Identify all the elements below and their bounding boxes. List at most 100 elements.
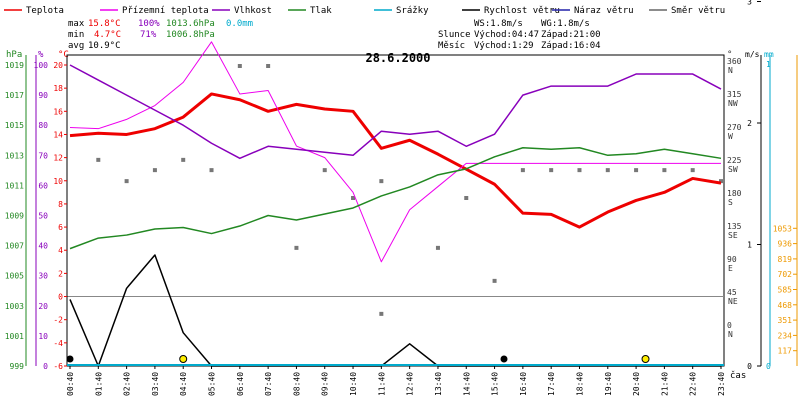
rain-tick-label: 0 [766, 362, 771, 371]
x-tick-label: 14:40 [462, 372, 471, 396]
info-sun-label: Slunce [438, 30, 471, 40]
info-ws: WS:1.8m/s [474, 19, 523, 29]
info-block: WS:1.8m/s WG:1.8m/s Slunce Východ:04:47 … [438, 19, 601, 51]
info-sunrise: Východ:04:47 [474, 30, 539, 40]
sun-tick-label: 468 [778, 301, 793, 310]
temp-tick-label: 18 [53, 84, 63, 93]
x-tick-label: 18:40 [575, 372, 584, 396]
wind-dir-tick-label: 225 [727, 156, 742, 165]
wind-speed-axis-unit: m/s [745, 50, 760, 59]
stats-max-press: 1013.6hPa [166, 19, 215, 29]
wind-dir-point [237, 64, 242, 68]
rain-tick-label: 1 [766, 60, 771, 69]
moon-marker [500, 355, 508, 363]
wind-dir-point [662, 168, 667, 173]
info-moonset: Západ:16:04 [541, 41, 601, 51]
x-axis: 00:40 01:40 02:40 03:40 04:40 05:40 06:40 07:40… [66, 366, 726, 396]
wind-dir-tick-label: 315 [727, 90, 742, 99]
x-tick-label: 16:40 [519, 372, 528, 396]
wind-dir-tick-name: N [728, 330, 733, 339]
wind-dir-tick-label: 0 [727, 321, 732, 330]
legend-label: Rychlost větru [484, 6, 560, 16]
x-tick-label: 12:40 [406, 372, 415, 396]
x-tick-label: 17:40 [547, 372, 556, 396]
temp-tick-label: 20 [53, 61, 63, 70]
humidity-tick-label: 90 [38, 91, 48, 100]
series-teplota [69, 92, 722, 229]
wind-dir-tick-name: N [728, 66, 733, 75]
info-wg: WG:1.8m/s [541, 19, 590, 29]
temp-tick-label: 6 [58, 223, 63, 232]
legend-label: Přízemní teplota [122, 6, 209, 16]
wind-dir-point [124, 179, 129, 184]
legend-label: Teplota [26, 6, 64, 16]
stats-max-rain: 0.0mm [226, 19, 253, 29]
temp-tick-label: -6 [53, 362, 63, 371]
x-tick-label: 03:40 [151, 372, 160, 396]
chart-title: 28.6.2000 [365, 51, 430, 65]
series-vlhkost [69, 64, 722, 160]
temp-tick-label: 16 [53, 107, 63, 116]
x-tick-label: 07:40 [264, 372, 273, 396]
info-sunset: Západ:21:00 [541, 30, 601, 40]
wind-dir-point [605, 168, 610, 173]
wind-dir-point [379, 179, 384, 184]
wind-dir-tick-name: NW [728, 99, 738, 108]
wind-dir-tick-name: NE [728, 297, 738, 306]
x-tick-label: 22:40 [689, 372, 698, 396]
temp-tick-label: -4 [53, 339, 63, 348]
temp-tick-label: 0 [58, 293, 63, 302]
wind-dir-point [577, 168, 582, 173]
wind-dir-point [181, 157, 186, 162]
info-moon-label: Měsíc [438, 41, 465, 51]
sun-tick-label: 117 [778, 347, 793, 356]
wind-dir-axis-unit: ° [727, 50, 732, 60]
wind-dir-point [435, 245, 440, 250]
pressure-tick-label: 1017 [5, 91, 24, 100]
humidity-tick-label: 60 [38, 181, 48, 190]
temp-tick-label: 12 [53, 154, 63, 163]
legend-label: Tlak [310, 6, 332, 16]
wind-dir-point [96, 157, 101, 162]
left-axes: -6 -4 -2 0 2 4 6 8 10 12 14 16 18 20 0 10 20 30 40 50 60 70 80… [5, 55, 68, 371]
x-tick-label: 01:40 [94, 372, 103, 396]
wind-dir-tick-name: S [728, 198, 733, 207]
wind-speed-tick-label: 2 [747, 119, 752, 128]
humidity-tick-label: 20 [38, 302, 48, 311]
series-p-zemn-teplota [69, 41, 721, 263]
humidity-tick-label: 80 [38, 121, 48, 130]
stats-min-label: min [68, 30, 84, 40]
wind-dir-tick-name: W [728, 132, 733, 141]
temp-tick-label: -2 [53, 316, 63, 325]
x-tick-label: 02:40 [123, 372, 132, 396]
x-axis-label: čas [730, 370, 746, 381]
series-layer [67, 41, 724, 367]
wind-dir-point [690, 168, 695, 173]
wind-dir-point [634, 168, 639, 173]
humidity-axis-unit: % [38, 50, 44, 60]
wind-dir-point [351, 196, 356, 200]
x-tick-label: 11:40 [377, 372, 386, 396]
x-tick-label: 05:40 [208, 372, 217, 396]
x-tick-label: 23:40 [717, 372, 726, 396]
sun-tick-label: 1053 [773, 224, 792, 233]
wind-dir-point [520, 168, 525, 173]
x-tick-label: 06:40 [236, 372, 245, 396]
stats-min-temp: 4.7°C [94, 30, 121, 40]
wind-speed-tick-label: 1 [747, 241, 752, 250]
wind-dir-tick-label: 45 [727, 288, 737, 297]
stats-block: max 15.8°C 100% 1013.6hPa 0.0mm min 4.7°… [68, 19, 253, 51]
wind-dir-point [266, 64, 271, 68]
legend-label: Srážky [396, 6, 429, 16]
pressure-tick-label: 999 [10, 362, 25, 371]
humidity-tick-label: 0 [43, 362, 48, 371]
sun-tick-label: 819 [778, 255, 793, 264]
humidity-tick-label: 50 [38, 212, 48, 221]
humidity-tick-label: 10 [38, 332, 48, 341]
pressure-tick-label: 1005 [5, 272, 24, 281]
x-tick-label: 04:40 [179, 372, 188, 396]
sun-tick-label: 702 [778, 270, 793, 279]
pressure-tick-label: 1011 [5, 181, 24, 190]
